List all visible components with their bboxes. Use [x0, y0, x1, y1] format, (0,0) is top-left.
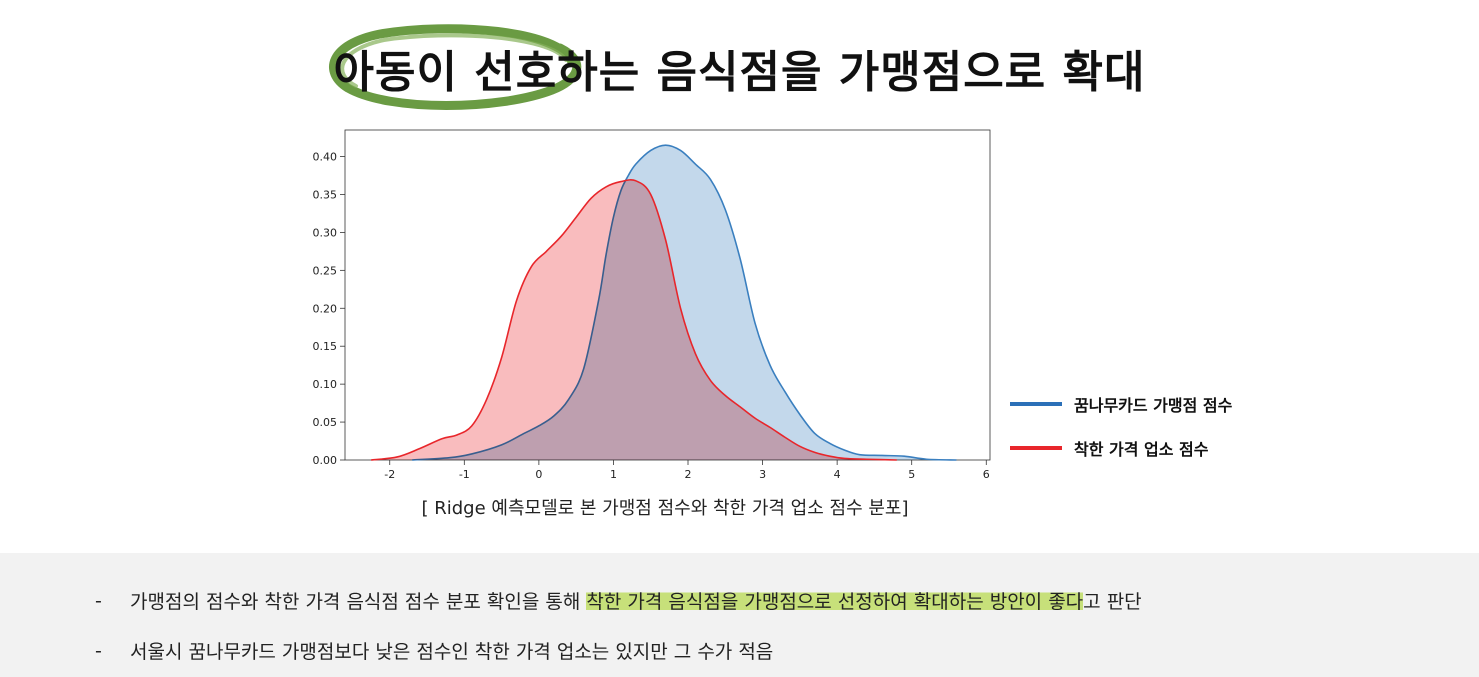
page-title: 아동이 선호하는 음식점을 가맹점으로 확대: [333, 47, 1146, 98]
legend-swatch-blue: [1010, 402, 1062, 406]
legend-swatch-red: [1010, 446, 1062, 450]
x-tick-label: 3: [759, 468, 766, 480]
y-tick-label: 0.35: [313, 188, 338, 201]
y-tick-label: 0.20: [313, 302, 338, 315]
notes-panel: - 가맹점의 점수와 착한 가격 음식점 점수 분포 확인을 통해 착한 가격 …: [0, 553, 1479, 677]
y-tick-label: 0.10: [313, 378, 338, 391]
series-area-red: [371, 179, 897, 461]
x-tick-label: -2: [384, 468, 395, 480]
x-tick-label: 5: [908, 468, 915, 480]
y-tick-label: 0.15: [313, 340, 338, 353]
legend-item-red: 착한 가격 업소 점수: [1010, 426, 1232, 470]
note-text: 서울시 꿈나무카드 가맹점보다 낮은 점수인 착한 가격 업소는 있지만 그 수…: [130, 641, 774, 663]
x-tick-label: -1: [459, 468, 470, 480]
note-text-end: 고 판단: [1083, 591, 1142, 613]
legend-label-blue: 꿈나무카드 가맹점 점수: [1074, 396, 1233, 415]
x-tick-label: 4: [834, 468, 841, 480]
title-highlight-oval: [329, 24, 582, 110]
note-highlight: 착한 가격 음식점을 가맹점으로 선정하여 확대하는 방안이 좋다: [586, 587, 1084, 614]
x-tick-label: 0: [535, 468, 542, 480]
series-area-blue: [412, 145, 957, 460]
y-tick-label: 0.25: [313, 264, 338, 277]
y-tick-label: 0.40: [313, 151, 338, 164]
series-line-red: [371, 179, 897, 461]
x-tick-label: 6: [983, 468, 990, 480]
kde-chart: -2 -1 0 1 2 3 4 5 6 0.00 0.05 0.10 0.15 0.20 0.25 0.30 0…: [313, 129, 991, 480]
chart-caption: [ Ridge 예측모델로 본 가맹점 점수와 착한 가격 업소 점수 분포]: [421, 498, 909, 519]
x-tick-label: 2: [685, 468, 692, 480]
note-dash: -: [95, 589, 102, 612]
y-tick-label: 0.05: [313, 416, 338, 429]
y-tick-label: 0.30: [313, 226, 338, 239]
note-item-2: - 서울시 꿈나무카드 가맹점보다 낮은 점수인 착한 가격 업소는 있지만 그…: [95, 637, 773, 664]
note-dash: -: [95, 639, 102, 662]
note-item-1: - 가맹점의 점수와 착한 가격 음식점 점수 분포 확인을 통해 착한 가격 …: [95, 587, 1142, 614]
legend-item-blue: 꿈나무카드 가맹점 점수: [1010, 382, 1232, 426]
y-tick-label: 0.00: [313, 454, 338, 467]
title-area: 아동이 선호하는 음식점을 가맹점으로 확대: [0, 22, 1479, 110]
chart-legend: 꿈나무카드 가맹점 점수 착한 가격 업소 점수: [1010, 382, 1232, 470]
legend-label-red: 착한 가격 업소 점수: [1074, 440, 1209, 459]
note-text: 가맹점의 점수와 착한 가격 음식점 점수 분포 확인을 통해: [130, 591, 587, 613]
x-tick-label: 1: [610, 468, 617, 480]
